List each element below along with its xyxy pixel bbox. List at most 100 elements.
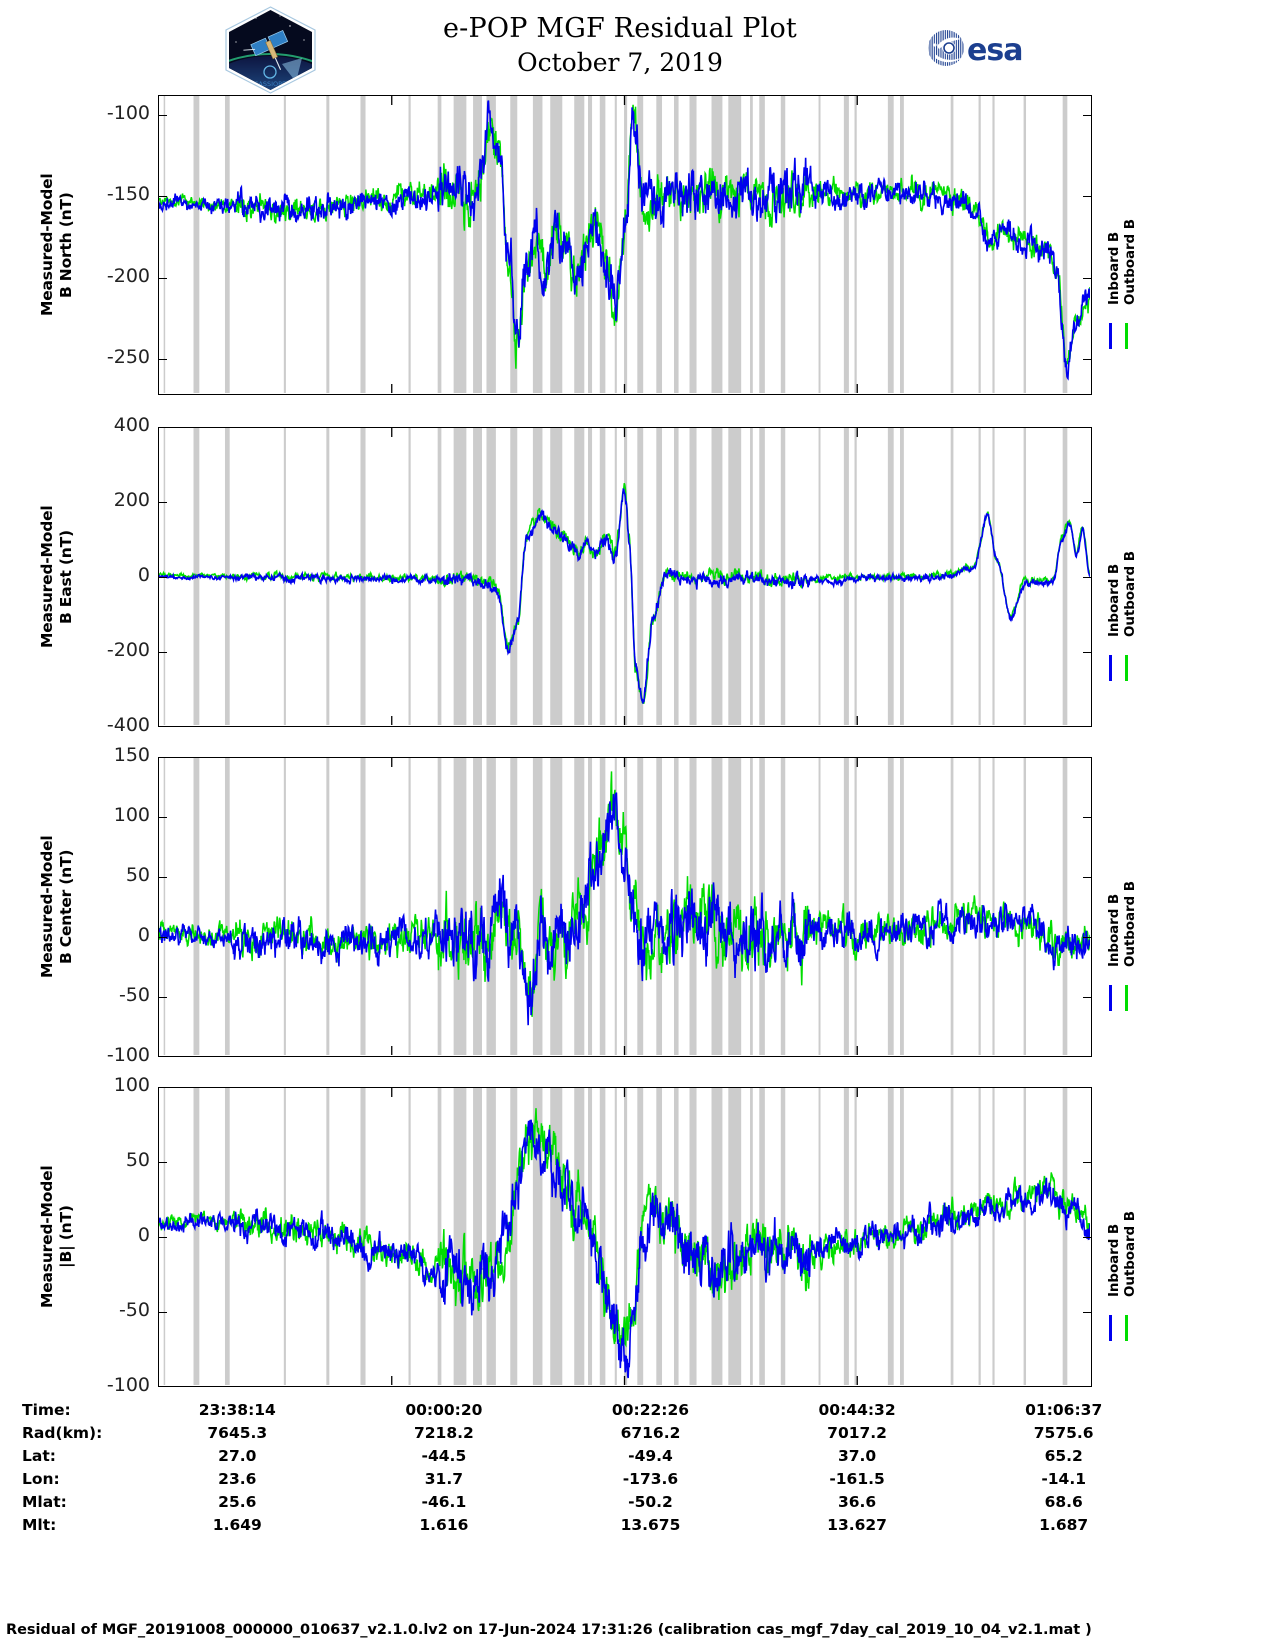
cell-value: 13.627	[827, 1515, 887, 1534]
legend-label-outboard-b-north: Outboard B	[1122, 219, 1138, 305]
row-label-lat: Lat:	[22, 1446, 56, 1465]
cell-value: -161.5	[829, 1469, 885, 1488]
cell-value: 25.6	[218, 1492, 257, 1511]
legend-key-outboard-b-mag	[1125, 1315, 1128, 1341]
cell-value: -44.5	[421, 1446, 467, 1465]
cassiope-mission-logo: CASSIOPE	[218, 6, 323, 94]
plot-area-b-east[interactable]	[158, 427, 1092, 727]
y-tick-label-b-east-1: 200	[113, 489, 150, 511]
y-tick-mark	[1083, 1237, 1091, 1239]
cell-value: 65.2	[1044, 1446, 1083, 1465]
footer-provenance-text: Residual of MGF_20191008_000000_010637_v…	[6, 1622, 1092, 1638]
legend-key-inboard-b-east	[1109, 655, 1112, 681]
y-axis-label-b-center: Measured-Model B Center (nT)	[38, 835, 75, 979]
table-row: Time: 23:38:14 00:00:20 00:22:26 00:44:32 01:…	[22, 1398, 1167, 1421]
y-tick-mark	[1083, 877, 1091, 879]
legend-label-outboard-b-east: Outboard B	[1122, 551, 1138, 637]
y-tick-label-b-north-3: -250	[106, 346, 150, 369]
y-tick-mark	[1083, 1162, 1091, 1164]
cell-value: 36.6	[837, 1492, 877, 1511]
ephemeris-table: Time: 23:38:14 00:00:20 00:22:26 00:44:32 01:…	[0, 1398, 1275, 1536]
y-tick-label-b-center-2: 50	[125, 864, 150, 886]
y-tick-label-b-north-2: -200	[106, 264, 150, 287]
cell-value: 13.675	[620, 1515, 681, 1534]
legend-key-outboard-b-east	[1125, 655, 1128, 681]
legend-key-inboard-b-mag	[1109, 1315, 1112, 1341]
cell-value: 37.0	[837, 1446, 877, 1465]
y-tick-label-b-center-4: -50	[118, 984, 150, 1006]
y-tick-mark	[159, 1162, 167, 1164]
y-tick-mark	[159, 997, 167, 999]
plot-area-b-north[interactable]	[158, 95, 1092, 395]
trace-outboard-b-east	[159, 483, 1090, 705]
y-tick-mark	[1083, 277, 1091, 279]
table-row: Lon: 23.6 31.7 -173.6 -161.5 -14.1	[22, 1467, 1167, 1490]
esa-logo-text: esa	[967, 33, 1022, 68]
plot-area-b-mag[interactable]	[158, 1087, 1092, 1387]
legend-label-inboard-b-east: Inboard B	[1106, 563, 1122, 637]
cell-value: -49.4	[628, 1446, 673, 1465]
trace-inboard-b-east	[159, 488, 1090, 704]
legend-key-inboard-b-north	[1109, 323, 1112, 349]
legend-key-inboard-b-center	[1109, 985, 1112, 1011]
y-tick-label-b-mag-4: -100	[106, 1374, 150, 1396]
cell-value: 31.7	[424, 1469, 464, 1488]
y-tick-label-b-east-3: -200	[106, 639, 150, 661]
plot-title-block: e-POP MGF Residual Plot October 7, 2019	[330, 12, 910, 79]
page-subtitle: October 7, 2019	[517, 48, 723, 77]
y-tick-label-b-north-0: -100	[106, 101, 150, 124]
cell-value: 1.616	[419, 1515, 469, 1534]
y-tick-mark	[159, 277, 167, 279]
y-tick-label-b-center-1: 100	[113, 804, 150, 826]
y-tick-label-b-east-0: 400	[113, 414, 150, 436]
cell-value: 01:06:37	[1025, 1400, 1103, 1419]
page-title: e-POP MGF Residual Plot	[443, 13, 797, 44]
legend-label-outboard-b-center: Outboard B	[1122, 881, 1138, 967]
row-label-lon: Lon:	[22, 1469, 60, 1488]
ephemeris-table-grid: Time: 23:38:14 00:00:20 00:22:26 00:44:32 01:…	[22, 1398, 1167, 1536]
y-tick-mark	[159, 577, 167, 579]
y-tick-label-b-center-5: -100	[106, 1044, 150, 1066]
mission-logo-caption: CASSIOPE	[254, 80, 286, 88]
row-label-mlt: Mlt:	[22, 1515, 57, 1534]
cell-value: -46.1	[421, 1492, 467, 1511]
trace-inboard-b-center	[159, 792, 1090, 1026]
page-header: CASSIOPE e-POP MGF Residual Plot October…	[0, 0, 1275, 95]
data-gap-shading	[163, 96, 1068, 393]
cell-value: 6716.2	[620, 1423, 681, 1442]
cell-value: 1.649	[212, 1515, 262, 1534]
y-tick-mark	[1083, 114, 1091, 116]
cell-value: 27.0	[218, 1446, 257, 1465]
y-tick-mark	[159, 502, 167, 504]
y-tick-label-b-north-1: -150	[106, 183, 150, 206]
y-tick-mark	[159, 877, 167, 879]
cell-value: 00:22:26	[611, 1400, 690, 1419]
y-tick-mark	[159, 196, 167, 198]
cell-value: -50.2	[628, 1492, 673, 1511]
cell-value: 7575.6	[1033, 1423, 1094, 1442]
table-row: Rad(km): 7645.3 7218.2 6716.2 7017.2 7575.6	[22, 1421, 1167, 1444]
y-tick-mark	[159, 937, 167, 939]
y-tick-mark	[159, 1312, 167, 1314]
y-tick-label-b-east-2: 0	[137, 564, 150, 586]
trace-inboard-b-mag	[159, 1119, 1090, 1379]
y-tick-label-b-center-3: 0	[137, 924, 150, 946]
row-label-mlat: Mlat:	[22, 1492, 67, 1511]
y-tick-mark	[159, 817, 167, 819]
y-tick-mark	[159, 359, 167, 361]
legend-key-outboard-b-center	[1125, 985, 1128, 1011]
y-tick-label-b-mag-2: 0	[137, 1224, 150, 1246]
cell-value: 23:38:14	[198, 1400, 276, 1419]
esa-logo: esa	[925, 24, 1045, 72]
y-tick-mark	[1083, 1312, 1091, 1314]
y-tick-label-b-mag-3: -50	[118, 1299, 150, 1321]
cell-value: 23.6	[218, 1469, 257, 1488]
plot-area-b-center[interactable]	[158, 757, 1092, 1057]
legend-key-outboard-b-north	[1125, 323, 1128, 349]
cell-value: -173.6	[622, 1469, 679, 1488]
y-tick-mark	[159, 114, 167, 116]
y-tick-label-b-mag-0: 100	[113, 1074, 150, 1096]
y-tick-mark	[159, 652, 167, 654]
legend-label-inboard-b-center: Inboard B	[1106, 893, 1122, 967]
y-tick-mark	[1083, 577, 1091, 579]
